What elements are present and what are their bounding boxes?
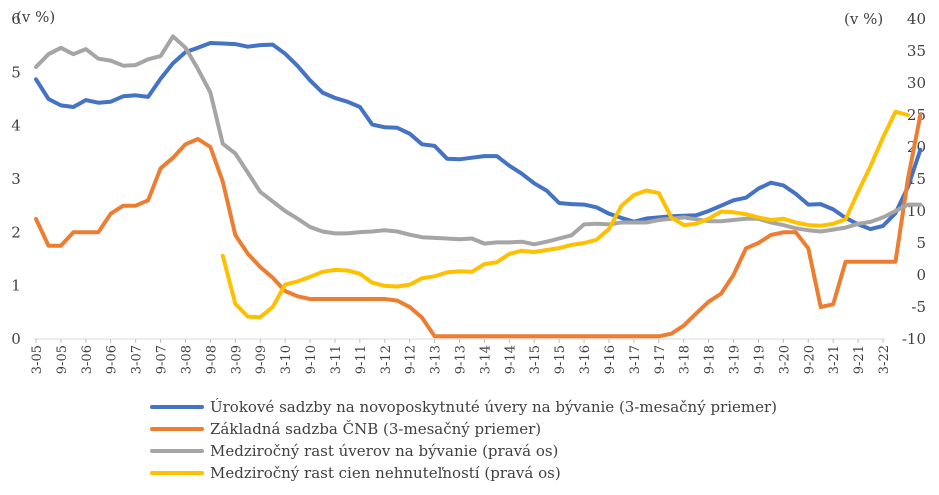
x-tick-label: 9-17 (653, 345, 668, 374)
left-tick-label: 5 (11, 63, 21, 81)
x-tick-label: 3-07 (130, 345, 145, 374)
x-tick-label: 3-06 (80, 345, 95, 374)
legend-swatch-1 (150, 427, 204, 431)
right-tick-label: 35 (907, 42, 926, 60)
x-tick-label: 3-20 (777, 345, 792, 374)
x-tick-label: 3-12 (379, 345, 394, 374)
legend-swatch-0 (150, 405, 204, 409)
series-line-3 (220, 109, 910, 320)
right-tick-label: 40 (907, 10, 926, 28)
legend-label-1: Základná sadzba ČNB (3-mesačný priemer) (210, 420, 542, 438)
series-line-1 (34, 113, 923, 339)
legend-label-0: Úrokové sadzby na novoposkytnuté úvery n… (210, 398, 778, 416)
x-tick-label: 3-17 (628, 345, 643, 374)
left-tick-label: 0 (11, 330, 21, 348)
x-tick-label: 9-10 (304, 345, 319, 374)
x-tick-label: 3-16 (578, 345, 593, 374)
series-lines (34, 34, 923, 339)
right-tick-label: 30 (907, 74, 926, 92)
x-tick-label: 3-11 (329, 345, 344, 374)
left-tick-label: 6 (11, 10, 21, 28)
legend: Úrokové sadzby na novoposkytnuté úvery n… (150, 396, 777, 484)
left-axis-unit: (v %) (16, 8, 55, 26)
x-tick-label: 3-18 (678, 345, 693, 374)
left-axis-tick-labels: 0 1 2 3 4 5 6 (11, 10, 21, 348)
legend-label-3: Medziročný rast cien nehnuteľností (prav… (210, 464, 561, 482)
x-tick-label: 9-21 (852, 345, 867, 374)
legend-item-0: Úrokové sadzby na novoposkytnuté úvery n… (150, 396, 777, 418)
series-line-0 (34, 41, 923, 232)
x-tick-label: 3-14 (478, 345, 493, 374)
x-tick-label: 3-15 (528, 345, 543, 374)
x-tick-label: 3-08 (179, 345, 194, 374)
right-tick-label: -5 (911, 298, 926, 316)
x-tick-label: 3-19 (728, 345, 743, 374)
x-tick-label: 9-14 (503, 345, 518, 374)
legend-swatch-3 (150, 471, 204, 475)
legend-label-2: Medziročný rast úverov na bývanie (pravá… (210, 442, 559, 460)
x-tick-label: 9-06 (105, 345, 120, 374)
x-tick-label: 9-18 (703, 345, 718, 374)
x-tick-label: 9-11 (354, 345, 369, 374)
left-tick-label: 3 (11, 170, 21, 188)
left-tick-label: 4 (11, 117, 21, 135)
series-line-2 (34, 34, 923, 247)
x-tick-label: 3-09 (229, 345, 244, 374)
x-tick-label: 9-12 (404, 345, 419, 374)
right-axis-unit: (v %) (844, 10, 883, 28)
x-tick-label: 3-10 (279, 345, 294, 374)
x-tick-label: 9-19 (752, 345, 767, 374)
x-tick-label: 9-20 (802, 345, 817, 374)
right-tick-label: 0 (916, 266, 926, 284)
x-tick-label: 3-22 (877, 345, 892, 374)
x-tick-label: 9-16 (603, 345, 618, 374)
x-tick-label: 3-13 (429, 345, 444, 374)
x-tick-label: 9-09 (254, 345, 269, 374)
legend-item-3: Medziročný rast cien nehnuteľností (prav… (150, 462, 777, 484)
legend-item-1: Základná sadzba ČNB (3-mesačný priemer) (150, 418, 777, 440)
x-tick-label: 3-05 (30, 345, 45, 374)
legend-swatch-2 (150, 449, 204, 453)
left-tick-label: 1 (11, 277, 21, 295)
x-tick-label: 9-07 (155, 345, 170, 374)
x-tick-label: 3-21 (827, 345, 842, 374)
right-tick-label: 5 (916, 234, 926, 252)
x-tick-label: 9-15 (553, 345, 568, 374)
x-tick-label: 9-05 (55, 345, 70, 374)
right-tick-label: -10 (902, 330, 926, 348)
x-tick-label: 9-13 (454, 345, 469, 374)
left-tick-label: 2 (11, 223, 21, 241)
x-axis-tick-labels: 3-05 9-05 3-06 9-06 3-07 9-07 3-08 9-08 3-09 9-09… (30, 339, 892, 374)
x-tick-label: 9-08 (204, 345, 219, 374)
legend-item-2: Medziročný rast úverov na bývanie (pravá… (150, 440, 777, 462)
